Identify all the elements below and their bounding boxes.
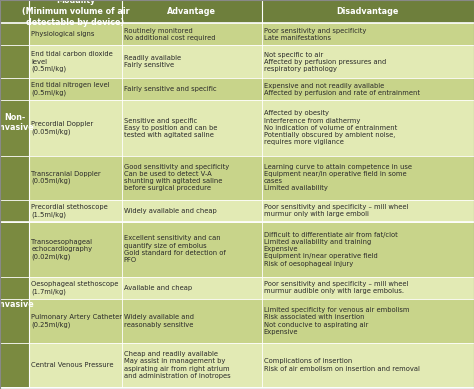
Bar xyxy=(29,78,474,100)
Text: Transcranial Doppler
(0.05ml/kg): Transcranial Doppler (0.05ml/kg) xyxy=(31,171,101,184)
Text: End tidal carbon dioxide
level
(0.5ml/kg): End tidal carbon dioxide level (0.5ml/kg… xyxy=(31,51,113,72)
Text: Cheap and readily available
May assist in management by
aspirating air from righ: Cheap and readily available May assist i… xyxy=(124,351,230,379)
Text: Pulmonary Artery Catheter
(0.25ml/kg): Pulmonary Artery Catheter (0.25ml/kg) xyxy=(31,314,122,328)
Text: Expensive and not readily available
Affected by perfusion and rate of entrainmen: Expensive and not readily available Affe… xyxy=(264,83,419,96)
Bar xyxy=(29,100,474,156)
Text: Poor sensitivity and specificity – mill wheel
murmur only with large emboli: Poor sensitivity and specificity – mill … xyxy=(264,204,408,217)
Bar xyxy=(29,200,474,222)
Bar xyxy=(29,23,474,45)
Text: Oesophageal stethoscope
(1.7ml/kg): Oesophageal stethoscope (1.7ml/kg) xyxy=(31,281,118,295)
Text: End tidal nitrogen level
(0.5ml/kg): End tidal nitrogen level (0.5ml/kg) xyxy=(31,82,110,96)
Text: Routinely monitored
No additional cost required: Routinely monitored No additional cost r… xyxy=(124,28,215,41)
Text: Readily available
Fairly sensitive: Readily available Fairly sensitive xyxy=(124,55,181,68)
Text: Excellent sensitivity and can
quantify size of embolus
Gold standard for detecti: Excellent sensitivity and can quantify s… xyxy=(124,235,226,263)
Bar xyxy=(29,277,474,299)
Bar xyxy=(0,23,29,222)
Text: Sensitive and specific
Easy to position and can be
tested with agitated saline: Sensitive and specific Easy to position … xyxy=(124,118,217,138)
Text: Complications of insertion
Risk of air embolism on insertion and removal: Complications of insertion Risk of air e… xyxy=(264,358,419,371)
Text: Affected by obesity
Interference from diathermy
No indication of volume of entra: Affected by obesity Interference from di… xyxy=(264,110,397,145)
Text: Poor sensitivity and specificity
Late manifestations: Poor sensitivity and specificity Late ma… xyxy=(264,28,366,41)
Text: Fairly sensitive and specific: Fairly sensitive and specific xyxy=(124,86,216,92)
Bar xyxy=(29,45,474,78)
Text: Widely available and
reasonably sensitive: Widely available and reasonably sensitiv… xyxy=(124,314,194,328)
Text: Physiological signs: Physiological signs xyxy=(31,31,95,37)
Bar xyxy=(0,0,474,23)
Text: Non-
Invasive: Non- Invasive xyxy=(0,113,34,132)
Text: Invasive: Invasive xyxy=(0,300,34,309)
Text: Disadvantage: Disadvantage xyxy=(337,7,399,16)
Text: Central Venous Pressure: Central Venous Pressure xyxy=(31,362,114,368)
Text: Transoesophageal
echocardiography
(0.02ml/kg): Transoesophageal echocardiography (0.02m… xyxy=(31,239,92,260)
Bar xyxy=(29,299,474,343)
Text: Widely available and cheap: Widely available and cheap xyxy=(124,208,217,214)
Text: Precordial Doppler
(0.05ml/kg): Precordial Doppler (0.05ml/kg) xyxy=(31,121,93,135)
Text: Good sensitivity and specificity
Can be used to detect V-A
shunting with agitate: Good sensitivity and specificity Can be … xyxy=(124,164,229,191)
Bar xyxy=(0,222,29,387)
Text: Precordial stethoscope
(1.5ml/kg): Precordial stethoscope (1.5ml/kg) xyxy=(31,204,108,217)
Bar xyxy=(29,343,474,387)
Text: Difficult to differentiate air from fat/clot
Limited availability and training
E: Difficult to differentiate air from fat/… xyxy=(264,232,397,267)
Bar xyxy=(29,222,474,277)
Text: Limited specificity for venous air embolism
Risk associated with insertion
Not c: Limited specificity for venous air embol… xyxy=(264,307,409,335)
Text: Learning curve to attain competence in use
Equipment near/in operative field in : Learning curve to attain competence in u… xyxy=(264,164,411,191)
Bar xyxy=(29,156,474,200)
Text: Modality
(Minimum volume of air
detectable by device): Modality (Minimum volume of air detectab… xyxy=(22,0,129,27)
Text: Not specific to air
Affected by perfusion pressures and
respiratory pathology: Not specific to air Affected by perfusio… xyxy=(264,51,386,72)
Text: Advantage: Advantage xyxy=(167,7,216,16)
Text: Available and cheap: Available and cheap xyxy=(124,285,192,291)
Text: Poor sensitivity and specificity – mill wheel
murmur audible only with large emb: Poor sensitivity and specificity – mill … xyxy=(264,281,408,294)
